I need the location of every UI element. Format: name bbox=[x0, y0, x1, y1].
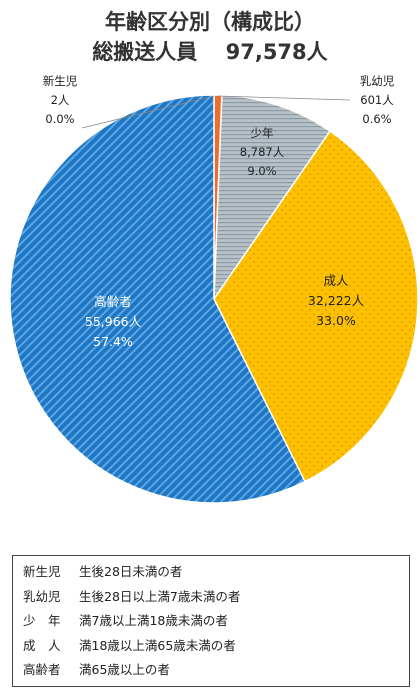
legend-term: 少 年 bbox=[23, 613, 61, 628]
leader-line-newborn bbox=[81, 95, 215, 129]
legend-desc: 生後28日未満の者 bbox=[79, 564, 183, 579]
label-infant-name: 乳幼児 bbox=[360, 74, 395, 88]
pie-slice-youth bbox=[213, 94, 332, 302]
legend-desc: 生後28日以上満7歳未満の者 bbox=[79, 588, 241, 604]
legend-row-adult: 成 人 満18歳以上満65歳未満の者 bbox=[23, 634, 409, 659]
legend-desc: 満65歳以上の者 bbox=[79, 662, 170, 677]
label-elderly-pct: 57.4% bbox=[93, 334, 133, 349]
pie-chart: 新生児 2人 0.0% 乳幼児 601人 0.6% 少年 8,787人 9.0%… bbox=[9, 74, 419, 504]
label-newborn-name: 新生児 bbox=[43, 74, 78, 88]
label-youth-pct: 9.0% bbox=[247, 164, 276, 178]
legend-row-elderly: 高齢者 満65歳以上の者 bbox=[23, 658, 409, 683]
label-adult-pct: 33.0% bbox=[316, 313, 356, 328]
label-youth-name: 少年 bbox=[251, 126, 274, 140]
label-youth-count: 8,787人 bbox=[240, 145, 285, 159]
label-elderly-name: 高齢者 bbox=[94, 294, 132, 309]
chart-subtitle: 総搬送人員 97,578人 bbox=[92, 40, 328, 64]
label-elderly-count: 55,966人 bbox=[85, 314, 142, 329]
legend-row-infant: 乳幼児 生後28日以上満7歳未満の者 bbox=[23, 585, 409, 610]
legend-term: 成 人 bbox=[23, 637, 61, 653]
label-newborn-count: 2人 bbox=[51, 93, 70, 107]
pie-slice-adult bbox=[213, 130, 419, 483]
legend-row-newborn: 新生児 生後28日未満の者 bbox=[23, 560, 409, 585]
label-adult-name: 成人 bbox=[323, 273, 349, 288]
legend-desc: 満18歳以上満65歳未満の者 bbox=[79, 637, 236, 653]
pie-slice-elderly bbox=[9, 94, 306, 504]
label-newborn-pct: 0.0% bbox=[45, 112, 74, 126]
leader-line-infant bbox=[217, 95, 351, 101]
chart-title: 年齢区分別（構成比） bbox=[105, 10, 315, 34]
legend-term: 乳幼児 bbox=[23, 588, 61, 604]
legend-row-youth: 少 年 満7歳以上満18歳未満の者 bbox=[23, 609, 409, 634]
label-infant-count: 601人 bbox=[360, 93, 394, 107]
label-adult-count: 32,222人 bbox=[308, 293, 365, 308]
label-infant-pct: 0.6% bbox=[362, 112, 391, 126]
legend-desc: 満7歳以上満18歳未満の者 bbox=[79, 613, 228, 628]
definition-legend: 新生児 生後28日未満の者 乳幼児 生後28日以上満7歳未満の者 少 年 満7歳以上満… bbox=[12, 555, 410, 687]
legend-term: 新生児 bbox=[23, 564, 61, 579]
legend-term: 高齢者 bbox=[23, 662, 61, 677]
